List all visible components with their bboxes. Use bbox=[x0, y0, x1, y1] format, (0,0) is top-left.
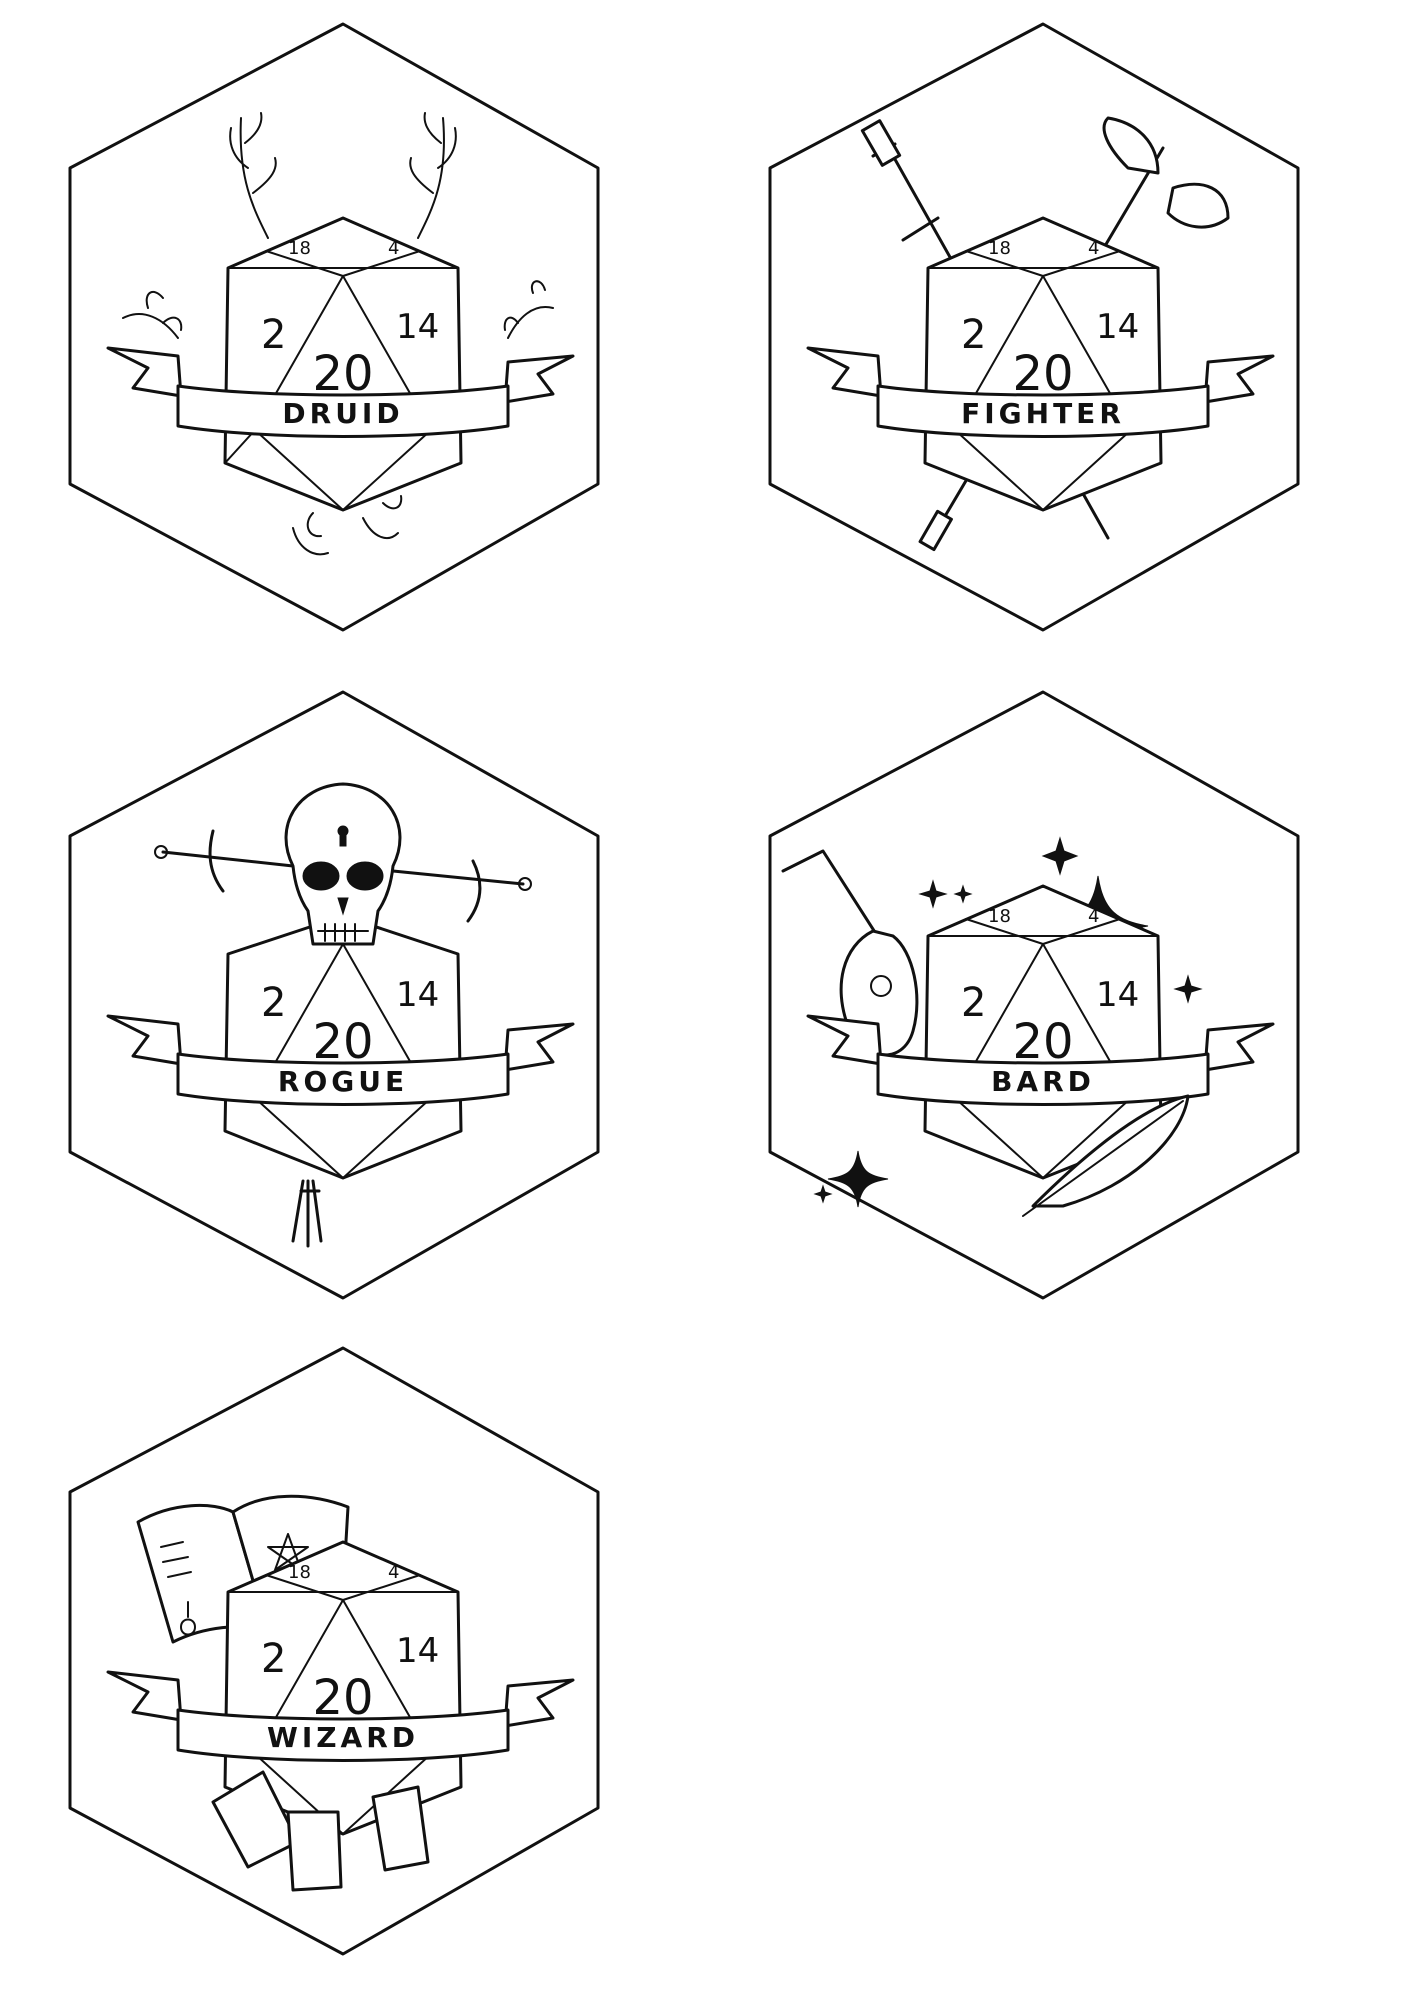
badge-rogue: 2 14 20 ROGUE bbox=[63, 686, 623, 1306]
antlers-icon bbox=[229, 112, 457, 239]
d20-die-icon: 18 4 2 14 20 bbox=[223, 1540, 463, 1836]
badge-fighter: 18 4 2 14 20 FIGHTER bbox=[763, 18, 1323, 638]
badge-label: ROGUE bbox=[278, 1065, 408, 1098]
die-face-top-right: 4 bbox=[1088, 238, 1099, 259]
hexagon-frame bbox=[68, 1346, 600, 1956]
d20-die-icon: 2 14 20 bbox=[223, 914, 463, 1180]
die-face-right: 14 bbox=[396, 307, 439, 347]
die-face-top-right: 4 bbox=[388, 1562, 399, 1583]
banner-ribbon: DRUID bbox=[106, 346, 575, 438]
hexagon-frame bbox=[68, 22, 600, 632]
die-face-right: 14 bbox=[1096, 307, 1139, 347]
die-face-right: 14 bbox=[1096, 975, 1139, 1015]
die-face-left: 2 bbox=[961, 312, 986, 358]
die-face-top-left: 18 bbox=[988, 238, 1011, 259]
die-face-top-left: 18 bbox=[288, 1562, 311, 1583]
hexagon-frame bbox=[68, 690, 600, 1300]
die-face-top-left: 18 bbox=[288, 238, 311, 259]
die-face-center: 20 bbox=[312, 346, 373, 402]
die-face-center: 20 bbox=[1012, 346, 1073, 402]
hexagon-frame bbox=[768, 22, 1300, 632]
die-face-left: 2 bbox=[261, 312, 286, 358]
die-face-center: 20 bbox=[1012, 1014, 1073, 1070]
die-face-top-left: 18 bbox=[988, 906, 1011, 927]
d20-die-icon: 18 4 2 14 20 bbox=[923, 216, 1163, 512]
leaves-icon bbox=[122, 280, 554, 556]
badge-label: WIZARD bbox=[267, 1721, 419, 1754]
badge-label: FIGHTER bbox=[961, 397, 1125, 430]
die-face-center: 20 bbox=[312, 1014, 373, 1070]
die-face-left: 2 bbox=[261, 980, 286, 1026]
badge-druid: 18 4 2 14 20 DRUID bbox=[63, 18, 623, 638]
crossed-daggers-icon bbox=[154, 829, 532, 923]
feather-icon bbox=[1022, 1094, 1190, 1217]
die-face-left: 2 bbox=[961, 980, 986, 1026]
dagger-hilt-icon bbox=[291, 1179, 323, 1248]
die-face-top-right: 4 bbox=[1088, 906, 1099, 927]
banner-ribbon: ROGUE bbox=[106, 1014, 575, 1106]
badge-label: BARD bbox=[991, 1065, 1095, 1098]
scrolls-icon bbox=[211, 1770, 430, 1892]
hexagon-frame bbox=[768, 690, 1300, 1300]
die-face-top-right: 4 bbox=[388, 238, 399, 259]
die-face-right: 14 bbox=[396, 1631, 439, 1671]
banner-ribbon: FIGHTER bbox=[806, 346, 1275, 438]
d20-die-icon: 18 4 2 14 20 bbox=[923, 884, 1163, 1180]
banner-ribbon: WIZARD bbox=[106, 1670, 575, 1762]
skull-icon bbox=[284, 782, 402, 946]
banner-ribbon: BARD bbox=[806, 1014, 1275, 1106]
badge-wizard: 18 4 2 14 20 WIZARD bbox=[63, 1342, 623, 1962]
die-face-left: 2 bbox=[261, 1636, 286, 1682]
die-face-right: 14 bbox=[396, 975, 439, 1015]
badge-bard: 18 4 2 14 20 BARD bbox=[763, 686, 1323, 1306]
badge-label: DRUID bbox=[282, 397, 403, 430]
d20-die-icon: 18 4 2 14 20 bbox=[223, 216, 463, 512]
die-face-center: 20 bbox=[312, 1670, 373, 1726]
